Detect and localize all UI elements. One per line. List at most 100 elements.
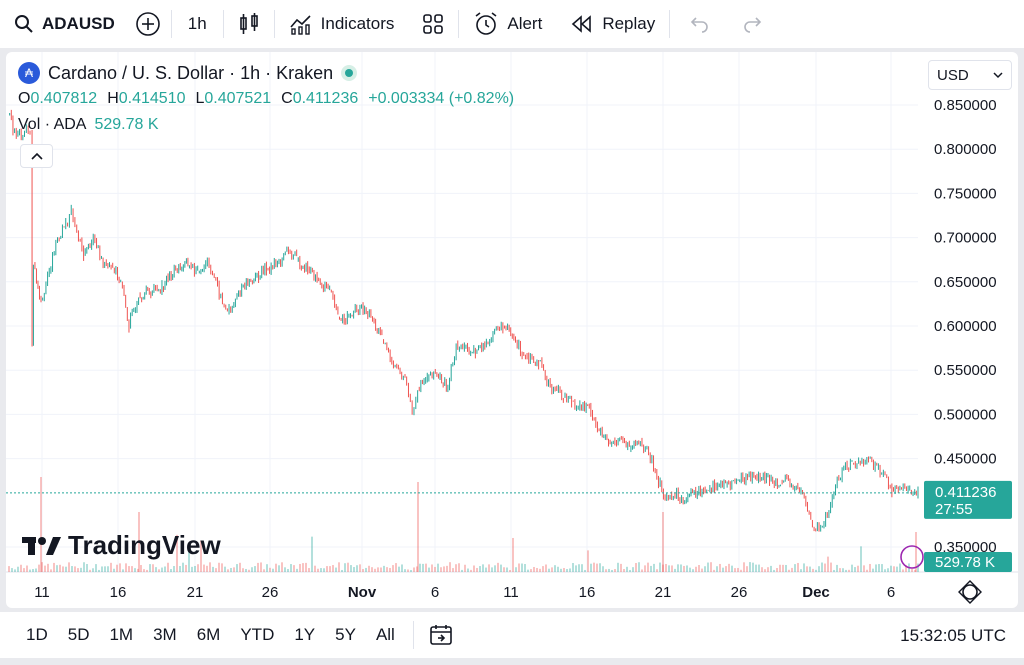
alert-button[interactable]: Alert <box>459 0 556 48</box>
volume-bar <box>401 564 403 572</box>
grid-icon <box>423 14 444 34</box>
range-button-5y[interactable]: 5Y <box>335 625 356 644</box>
volume-bar <box>230 567 232 572</box>
volume-bar <box>317 568 319 572</box>
tradingview-logo[interactable]: TradingView <box>22 530 221 561</box>
volume-bar <box>653 563 655 572</box>
volume-bar <box>221 563 223 572</box>
volume-bar <box>500 564 502 572</box>
volume-bar <box>731 565 733 572</box>
divider <box>669 10 671 38</box>
range-button-1y[interactable]: 1Y <box>294 625 316 644</box>
low-value: 0.407521 <box>204 90 272 107</box>
top-toolbar: ADAUSD 1h Indicators Alert Replay <box>0 0 1024 48</box>
volume-bar <box>476 567 478 572</box>
volume-bar <box>563 568 565 572</box>
close-value: 0.411236 <box>292 90 359 107</box>
volume-bar <box>383 565 385 572</box>
volume-bar <box>614 569 616 572</box>
symbol-search[interactable]: ADAUSD <box>0 0 125 48</box>
price-chart[interactable]: 0.850000 0.800000 0.750000 0.700000 0.650000… <box>6 52 1018 608</box>
volume-bar <box>713 569 715 572</box>
volume-bar <box>218 562 220 572</box>
interval-button[interactable]: 1h <box>172 0 223 48</box>
x-axis-tick-label: Nov <box>348 584 377 601</box>
price-tag[interactable] <box>924 480 1012 519</box>
indicators-button[interactable]: Indicators <box>275 0 409 48</box>
alarm-clock-icon <box>475 12 497 35</box>
y-axis-tick-label: 0.850000 <box>934 97 997 114</box>
layouts-button[interactable] <box>408 0 458 48</box>
y-axis-tick-label: 0.450000 <box>934 451 997 468</box>
market-status-icon[interactable] <box>341 65 358 81</box>
volume-bar <box>107 566 109 572</box>
volume-bar <box>263 569 265 572</box>
range-button-all[interactable]: All <box>375 625 395 644</box>
close-label: C <box>281 90 293 107</box>
volume-spike <box>40 477 42 572</box>
volume-bar <box>176 534 178 572</box>
volume-bar <box>296 568 298 572</box>
volume-bar <box>488 564 490 572</box>
volume-bar <box>41 562 43 572</box>
volume-bar <box>467 568 469 572</box>
volume-bar <box>557 566 559 572</box>
volume-bar <box>428 567 430 572</box>
volume-bar <box>542 566 544 572</box>
volume-bar <box>788 569 790 572</box>
volume-bar <box>11 568 13 572</box>
x-axis-tick-label: 16 <box>110 584 127 601</box>
range-button-1d[interactable]: 1D <box>26 625 48 644</box>
undo-button[interactable] <box>670 0 728 48</box>
volume-spike <box>417 482 419 572</box>
volume-bar <box>8 566 10 572</box>
volume-bar <box>14 569 16 572</box>
volume-tag-value: 529.78 K <box>935 554 995 571</box>
utc-clock[interactable]: 15:32:05 UTC <box>900 626 1006 645</box>
volume-bar <box>320 568 322 572</box>
volume-bar <box>716 566 718 572</box>
volume-bar <box>875 564 877 572</box>
volume-bar <box>275 563 277 572</box>
goto-date-button[interactable] <box>414 623 468 647</box>
chart-type-button[interactable] <box>224 0 274 48</box>
range-button-ytd[interactable]: YTD <box>240 625 275 644</box>
volume-bar <box>581 564 583 572</box>
volume-bar <box>548 568 550 572</box>
chart-panel[interactable]: 0.850000 0.800000 0.750000 0.700000 0.650000… <box>6 52 1018 608</box>
x-axis-tick-label: 6 <box>431 584 439 601</box>
volume-bar <box>773 569 775 572</box>
volume-bar <box>86 564 88 572</box>
volume-bar <box>590 563 592 572</box>
volume-bar <box>524 564 526 572</box>
settings-gear-icon[interactable] <box>962 584 978 600</box>
volume-bar <box>674 568 676 572</box>
range-button-5d[interactable]: 5D <box>67 625 90 644</box>
volume-bar <box>314 565 316 572</box>
volume-bar <box>131 566 133 572</box>
volume-bar <box>560 568 562 572</box>
x-axis-tick-label: 21 <box>655 584 672 601</box>
ai-sparkle-icon[interactable] <box>900 545 924 569</box>
range-button-6m[interactable]: 6M <box>196 625 221 644</box>
collapse-legend-button[interactable] <box>20 144 53 168</box>
volume-legend: Vol · ADA 529.78 K <box>18 116 159 134</box>
volume-bar <box>872 568 874 572</box>
compare-button[interactable] <box>125 0 171 48</box>
volume-bar <box>95 564 97 572</box>
currency-value: USD <box>937 66 969 84</box>
volume-bar <box>164 566 166 572</box>
redo-button[interactable] <box>728 0 778 48</box>
volume-bar <box>605 569 607 572</box>
volume-bar <box>689 567 691 572</box>
replay-button[interactable]: Replay <box>556 0 669 48</box>
volume-bar <box>194 565 196 572</box>
volume-bar <box>863 565 865 572</box>
range-button-3m[interactable]: 3M <box>153 625 177 644</box>
range-button-1m[interactable]: 1M <box>109 625 134 644</box>
volume-bar <box>260 562 262 572</box>
currency-select[interactable]: USD <box>928 60 1012 90</box>
volume-bar <box>494 565 496 572</box>
volume-bar <box>647 562 649 572</box>
volume-bar <box>893 566 895 572</box>
